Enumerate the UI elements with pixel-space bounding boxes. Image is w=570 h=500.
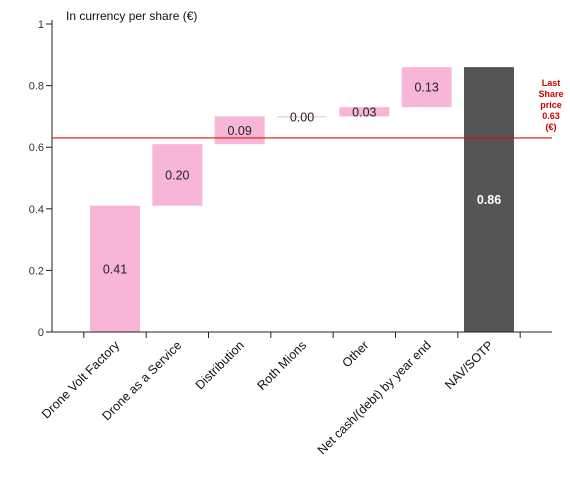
reference-line-label: Last Share price 0.63 (€) xyxy=(538,78,563,132)
bar-value-label: 0.13 xyxy=(414,81,438,95)
increment-bar xyxy=(277,116,327,118)
axis-layer: 0 0.2 0.4 0.6 0.8 1 xyxy=(29,19,552,339)
bar-value-label: 0.20 xyxy=(165,168,189,182)
increment-bar xyxy=(339,107,390,117)
increment-bar xyxy=(401,67,452,108)
y-tick-label: 0.8 xyxy=(29,81,44,93)
category-label: Distribution xyxy=(193,338,247,392)
unit-label: In currency per share (€) xyxy=(66,9,197,23)
bar-value-label: 0.03 xyxy=(352,105,376,119)
bar-value-label: 0.86 xyxy=(477,193,501,207)
y-tick-label: 0.4 xyxy=(29,204,44,216)
increment-bar xyxy=(90,205,140,332)
bar-value-label: 0.09 xyxy=(227,124,251,138)
bars-layer xyxy=(90,67,514,333)
y-tick-label: 0.2 xyxy=(29,265,44,277)
y-tick-label: 1 xyxy=(38,19,44,31)
y-tick-label: 0.6 xyxy=(29,142,44,154)
increment-bar xyxy=(214,116,265,145)
bar-value-label: 0.41 xyxy=(103,262,127,276)
total-bar xyxy=(464,67,514,333)
category-label: Other xyxy=(339,338,371,370)
increment-bar xyxy=(152,144,203,206)
y-tick-label: 0 xyxy=(38,327,44,339)
category-label: Roth Mions xyxy=(255,338,310,393)
category-label: NAV/SOTP xyxy=(442,338,496,392)
category-label: Net cash/(debt) by year end xyxy=(315,338,434,457)
bar-value-label: 0.00 xyxy=(290,110,314,124)
